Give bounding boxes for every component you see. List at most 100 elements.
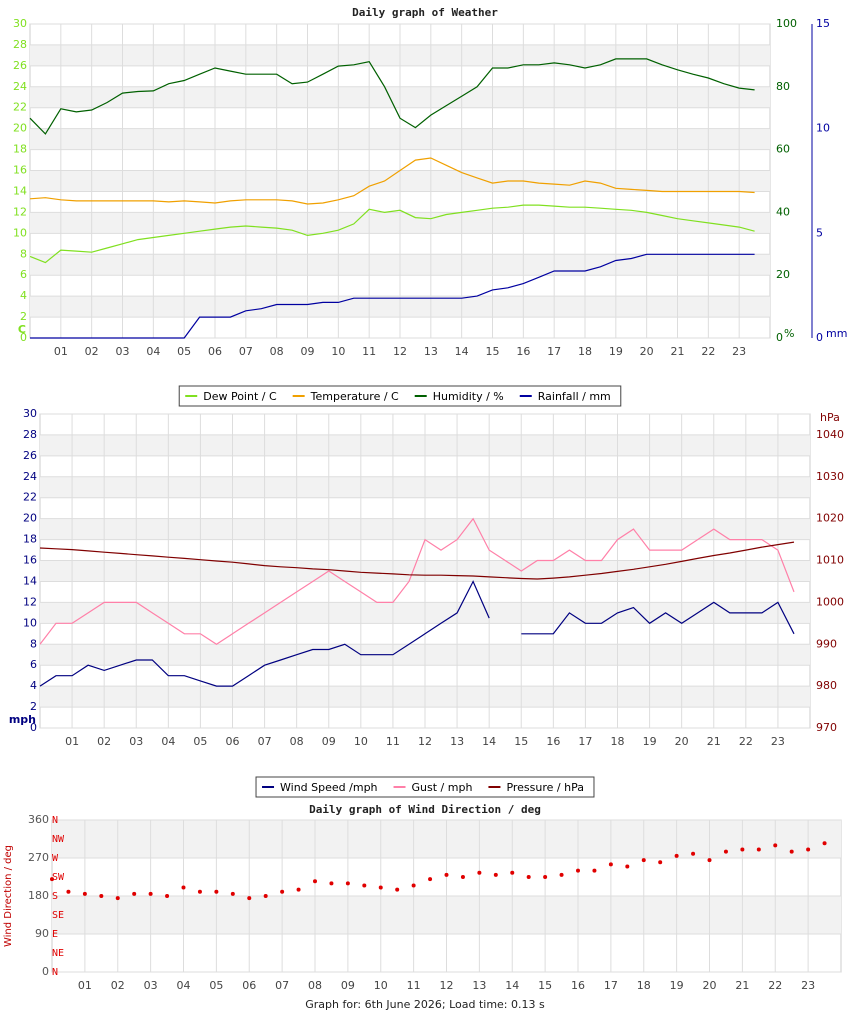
y-tick-label: 12 — [23, 595, 37, 608]
x-tick-label: 23 — [732, 345, 746, 358]
x-tick-label: 11 — [407, 979, 421, 992]
x-tick-label: 20 — [640, 345, 654, 358]
point — [608, 862, 613, 867]
y3-tick-label: 15 — [816, 17, 830, 30]
legend-label: Humidity / % — [433, 390, 504, 403]
point — [132, 891, 137, 896]
x-tick-label: 05 — [209, 979, 223, 992]
x-tick-label: 21 — [735, 979, 749, 992]
y-tick-label: 14 — [23, 574, 37, 587]
y-tick-label: 0 — [42, 965, 49, 978]
x-tick-label: 18 — [578, 345, 592, 358]
legend-label: Pressure / hPa — [506, 781, 584, 794]
x-tick-label: 12 — [393, 345, 407, 358]
point — [460, 875, 465, 879]
y-tick-label: 16 — [13, 164, 27, 177]
point — [197, 889, 202, 894]
x-tick-label: 10 — [354, 735, 368, 748]
x-tick-label: 07 — [239, 345, 253, 358]
point — [789, 849, 794, 854]
y3-tick-label: 0 — [816, 331, 823, 344]
x-tick-label: 17 — [578, 735, 592, 748]
compass-tick-label: N — [52, 967, 58, 978]
x-tick-label: 10 — [331, 345, 345, 358]
legend-label: Wind Speed /mph — [280, 781, 378, 794]
x-tick-label: 18 — [611, 735, 625, 748]
x-tick-label: 16 — [546, 735, 560, 748]
point — [230, 891, 235, 896]
x-tick-label: 20 — [675, 735, 689, 748]
point — [428, 877, 433, 882]
footer: Graph for: 6th June 2026; Load time: 0.1… — [305, 998, 545, 1011]
y-tick-label: 270 — [28, 851, 49, 864]
y3-tick-label: 5 — [816, 226, 823, 239]
x-tick-label: 06 — [226, 735, 240, 748]
point — [411, 883, 416, 888]
compass-tick-label: NE — [52, 948, 64, 959]
point — [82, 891, 87, 896]
point — [822, 841, 827, 846]
y-tick-label: 20 — [13, 122, 27, 135]
y2-tick-label: 990 — [816, 637, 837, 650]
x-tick-label: 04 — [177, 979, 191, 992]
y-tick-label: 2 — [20, 310, 27, 323]
point — [723, 849, 728, 854]
x-tick-label: 04 — [161, 735, 175, 748]
y-axis-label: Wind Direction / deg — [3, 845, 14, 947]
series-line — [39, 541, 795, 580]
x-tick-label: 08 — [290, 735, 304, 748]
series-line — [29, 204, 755, 264]
point — [477, 870, 482, 875]
point — [493, 872, 498, 877]
y2-axis-unit: hPa — [820, 411, 840, 424]
x-tick-label: 13 — [450, 735, 464, 748]
y-tick-label: 8 — [20, 247, 27, 260]
series-line — [30, 253, 755, 339]
point — [247, 896, 252, 901]
y2-tick-label: 1030 — [816, 470, 844, 483]
y-tick-label: 0 — [20, 331, 27, 344]
x-tick-label: 17 — [604, 979, 618, 992]
x-tick-label: 01 — [65, 735, 79, 748]
x-tick-label: 23 — [801, 979, 815, 992]
point — [99, 894, 104, 898]
x-tick-label: 03 — [144, 979, 158, 992]
y-tick-label: 10 — [13, 226, 27, 239]
point — [806, 847, 811, 852]
point — [296, 887, 301, 892]
compass-tick-label: S — [52, 891, 58, 902]
y2-tick-label: 1020 — [816, 512, 844, 525]
y-tick-label: 0 — [30, 721, 37, 734]
y-tick-label: 4 — [20, 289, 27, 302]
x-tick-label: 17 — [547, 345, 561, 358]
series-line — [29, 58, 755, 135]
y2-tick-label: 20 — [776, 268, 790, 281]
chart-title: Daily graph of Weather — [352, 6, 498, 19]
point — [756, 847, 761, 852]
x-tick-label: 09 — [341, 979, 355, 992]
point — [148, 891, 153, 896]
y3-axis-unit: mm — [826, 327, 847, 340]
point — [773, 843, 778, 848]
compass-tick-label: E — [52, 929, 58, 940]
y-tick-label: 4 — [30, 679, 37, 692]
y-tick-label: 360 — [28, 813, 49, 826]
x-tick-label: 02 — [111, 979, 125, 992]
x-tick-label: 21 — [671, 345, 685, 358]
y-tick-label: 6 — [20, 268, 27, 281]
point — [658, 860, 663, 865]
y-tick-label: 20 — [23, 512, 37, 525]
y-tick-label: 2 — [30, 700, 37, 713]
y-tick-label: 24 — [23, 470, 37, 483]
x-tick-label: 22 — [701, 345, 715, 358]
y-tick-label: 30 — [13, 17, 27, 30]
y-tick-label: 24 — [13, 80, 27, 93]
legend: Wind Speed /mph Gust / mph Pressure / hPa — [255, 776, 595, 798]
y-tick-label: 12 — [13, 205, 27, 218]
x-tick-label: 22 — [739, 735, 753, 748]
y2-tick-label: 80 — [776, 80, 790, 93]
point — [526, 875, 531, 879]
x-tick-label: 22 — [768, 979, 782, 992]
x-tick-label: 10 — [374, 979, 388, 992]
